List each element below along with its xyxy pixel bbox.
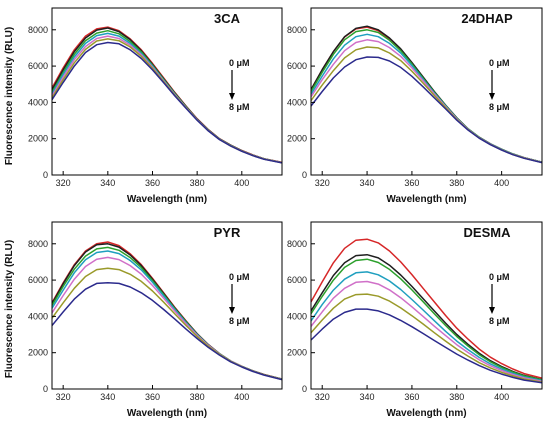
chart-0-series-group bbox=[52, 26, 282, 164]
chart-2-series-line-6 bbox=[52, 282, 282, 381]
chart-0-x-tick-label-1: 340 bbox=[100, 178, 115, 188]
chart-1-x-axis-label: Wavelength (nm) bbox=[386, 194, 466, 205]
chart-2-x-tick-label-4: 400 bbox=[234, 392, 249, 402]
chart-3-plot-frame bbox=[310, 221, 543, 390]
chart-3-series-line-1 bbox=[311, 253, 542, 381]
chart-3-series-line-2 bbox=[311, 258, 542, 381]
chart-1-y-tick-label-0: 0 bbox=[302, 170, 307, 180]
chart-0-annotation-arrow-head bbox=[229, 93, 235, 100]
chart-3-series-line-5 bbox=[311, 293, 542, 383]
panel-24dhap: 320 340 360 380 40002000400060008000Waveleng… bbox=[287, 7, 543, 205]
chart-2-y-tick-label-2: 4000 bbox=[28, 311, 48, 321]
chart-1-y-tick-label-1: 2000 bbox=[287, 134, 307, 144]
chart-3-annotation-bottom: 8 μM bbox=[489, 316, 510, 326]
chart-2-plot-frame bbox=[51, 221, 283, 390]
chart-1-series-line-6 bbox=[311, 56, 542, 164]
chart-2-x-tick-label-3: 380 bbox=[190, 392, 205, 402]
chart-0-title: 3CA bbox=[214, 11, 241, 26]
chart-3-x-tick-label-4: 400 bbox=[494, 392, 509, 402]
chart-2-x-tick-label-2: 360 bbox=[145, 392, 160, 402]
chart-0-y-tick-label-3: 6000 bbox=[28, 61, 48, 71]
chart-0-series-line-3 bbox=[52, 32, 282, 164]
chart-3-y-tick-label-0: 0 bbox=[302, 384, 307, 394]
chart-3-series-line-3 bbox=[311, 271, 542, 382]
chart-2-annotation-bottom: 8 μM bbox=[229, 316, 250, 326]
chart-3-y-tick-label-3: 6000 bbox=[287, 275, 307, 285]
chart-2-y-tick-label-0: 0 bbox=[43, 384, 48, 394]
chart-1-series-line-3 bbox=[311, 33, 542, 164]
chart-2-series-group bbox=[52, 241, 282, 381]
chart-0-y-tick-label-1: 2000 bbox=[28, 134, 48, 144]
chart-1-series-group bbox=[311, 25, 542, 164]
chart-3-annotation-top: 0 μM bbox=[489, 272, 510, 282]
chart-3-series-line-4 bbox=[311, 280, 542, 383]
chart-3-title: DESMA bbox=[464, 225, 512, 240]
chart-2-annotation-top: 0 μM bbox=[229, 272, 250, 282]
chart-2-x-tick-label-1: 340 bbox=[100, 392, 115, 402]
chart-3-series-line-6 bbox=[311, 308, 542, 384]
chart-3-series-line-0 bbox=[311, 238, 542, 379]
chart-1-title: 24DHAP bbox=[461, 11, 513, 26]
chart-0-y-tick-label-0: 0 bbox=[43, 170, 48, 180]
chart-2-title: PYR bbox=[214, 225, 241, 240]
chart-2-y-tick-label-4: 8000 bbox=[28, 239, 48, 249]
chart-3-x-tick-label-0: 320 bbox=[315, 392, 330, 402]
chart-3-x-tick-label-1: 340 bbox=[360, 392, 375, 402]
chart-0-y-tick-label-2: 4000 bbox=[28, 97, 48, 107]
chart-0-series-line-2 bbox=[52, 29, 282, 164]
chart-0-annotation-top: 0 μM bbox=[229, 58, 250, 68]
chart-0-x-tick-label-2: 360 bbox=[145, 178, 160, 188]
chart-1-y-tick-label-4: 8000 bbox=[287, 25, 307, 35]
chart-2-x-tick-label-0: 320 bbox=[56, 392, 71, 402]
chart-2-x-axis-label: Wavelength (nm) bbox=[127, 408, 207, 419]
chart-0-plot-frame bbox=[51, 7, 283, 176]
chart-2-y-tick-label-3: 6000 bbox=[28, 275, 48, 285]
chart-1-annotation-bottom: 8 μM bbox=[489, 102, 510, 112]
panel-desma: 320 340 360 380 40002000400060008000Waveleng… bbox=[287, 221, 543, 419]
chart-3-series-group bbox=[311, 238, 542, 384]
y-axis-label-top: Fluorescence intensity (RLU) bbox=[4, 27, 15, 165]
chart-2-series-line-0 bbox=[52, 241, 282, 380]
chart-3-x-tick-label-2: 360 bbox=[404, 392, 419, 402]
chart-3-x-tick-label-3: 380 bbox=[449, 392, 464, 402]
chart-0-y-tick-label-4: 8000 bbox=[28, 25, 48, 35]
chart-1-plot-frame bbox=[310, 7, 543, 176]
chart-1-y-tick-label-2: 4000 bbox=[287, 97, 307, 107]
chart-1-x-tick-label-2: 360 bbox=[404, 178, 419, 188]
chart-1-series-line-0 bbox=[311, 26, 542, 164]
chart-0-x-tick-label-3: 380 bbox=[190, 178, 205, 188]
chart-0-x-tick-label-4: 400 bbox=[234, 178, 249, 188]
chart-1-x-tick-label-4: 400 bbox=[494, 178, 509, 188]
chart-3-x-axis-label: Wavelength (nm) bbox=[386, 408, 466, 419]
chart-1-x-tick-label-0: 320 bbox=[315, 178, 330, 188]
chart-3-y-tick-label-2: 4000 bbox=[287, 311, 307, 321]
y-axis-label-bottom: Fluorescence intensity (RLU) bbox=[4, 240, 15, 378]
chart-1-x-tick-label-1: 340 bbox=[360, 178, 375, 188]
chart-0-x-tick-label-0: 320 bbox=[56, 178, 71, 188]
chart-1-annotation-arrow-head bbox=[489, 93, 495, 100]
chart-3-y-tick-label-4: 8000 bbox=[287, 239, 307, 249]
chart-0-series-line-4 bbox=[52, 35, 282, 164]
chart-3-annotation-arrow-head bbox=[489, 307, 495, 314]
chart-0-series-line-0 bbox=[52, 26, 282, 164]
chart-2-y-tick-label-1: 2000 bbox=[28, 348, 48, 358]
chart-1-x-tick-label-3: 380 bbox=[449, 178, 464, 188]
chart-1-y-tick-label-3: 6000 bbox=[287, 61, 307, 71]
chart-1-annotation-top: 0 μM bbox=[489, 58, 510, 68]
chart-0-annotation-bottom: 8 μM bbox=[229, 102, 250, 112]
panel-3ca: 320 340 360 380 40002000400060008000Waveleng… bbox=[28, 7, 283, 205]
panel-pyr: 320 340 360 380 40002000400060008000Waveleng… bbox=[28, 221, 283, 419]
chart-2-annotation-arrow-head bbox=[229, 307, 235, 314]
chart-3-y-tick-label-1: 2000 bbox=[287, 348, 307, 358]
chart-0-series-line-6 bbox=[52, 41, 282, 164]
chart-0-x-axis-label: Wavelength (nm) bbox=[127, 194, 207, 205]
chart-1-series-line-1 bbox=[311, 25, 542, 163]
